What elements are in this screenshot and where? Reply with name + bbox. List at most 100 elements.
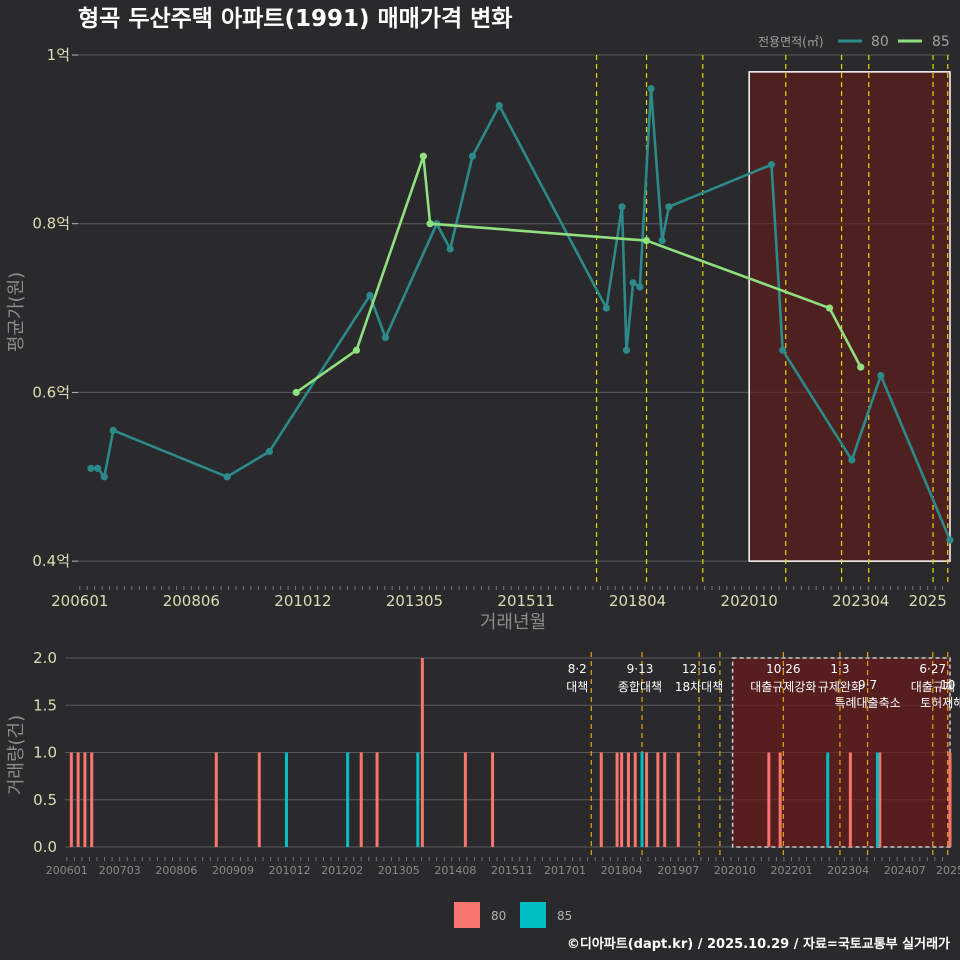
x-tick-label: 202304 xyxy=(827,864,869,877)
policy-label: 특례대출축소 xyxy=(834,696,900,710)
y-tick-label: 0.6억 xyxy=(32,383,70,401)
x-tick-label: 201012 xyxy=(274,592,331,610)
bar-85 xyxy=(284,752,288,847)
data-point-80 xyxy=(366,291,374,300)
data-point-80 xyxy=(94,464,102,472)
bar-80 xyxy=(948,752,952,847)
y-tick-label: 0.0 xyxy=(33,838,57,856)
x-tick-label: 202304 xyxy=(832,592,889,610)
policy-label: 대출규제강화 xyxy=(750,680,816,694)
x-tick-label: 201202 xyxy=(321,864,363,877)
x-tick-label: 2025 xyxy=(909,592,947,610)
data-point-80 xyxy=(946,536,954,544)
bar-80 xyxy=(615,752,619,847)
data-point-80 xyxy=(779,346,787,354)
bar-80 xyxy=(420,658,424,847)
highlight-region xyxy=(748,71,951,562)
bar-85 xyxy=(876,752,880,847)
volume-bar-chart: 0.0 0.5 1.0 1.5 2.0 200601 200703 200806 200909 2… xyxy=(33,649,960,877)
data-point-80 xyxy=(665,203,673,211)
legend-label-80: 80 xyxy=(871,34,889,50)
legend-bar-key-85 xyxy=(520,902,546,928)
bar-80 xyxy=(375,752,379,847)
x-tick-label: 200601 xyxy=(46,864,88,877)
data-point-85 xyxy=(642,236,651,245)
data-point-85 xyxy=(426,220,434,228)
bottom-y-axis-title: 거래량(건) xyxy=(6,715,27,795)
x-tick-label: 201408 xyxy=(434,864,476,877)
x-tick-label: 2025 xyxy=(936,864,960,877)
policy-label: 종합대책 xyxy=(618,679,662,694)
data-point-85 xyxy=(292,388,300,397)
bar-80 xyxy=(76,752,80,847)
x-tick-label: 201701 xyxy=(544,864,586,877)
data-point-80 xyxy=(495,102,503,110)
price-line-chart: 0.4억 0.6억 0.8억 1억 200601 200806 201012 201305 20… xyxy=(32,46,954,610)
y-tick-label: 2.0 xyxy=(33,649,57,667)
data-point-80 xyxy=(468,152,477,160)
x-tick-label: 201804 xyxy=(609,592,666,610)
chart-title: 형곡 두산주택 아파트(1991) 매매가격 변화 xyxy=(78,6,512,32)
x-tick-label: 200909 xyxy=(212,864,254,877)
data-point-80 xyxy=(109,426,117,434)
policy-date: 10 xyxy=(940,678,955,692)
x-tick-label: 200703 xyxy=(99,864,141,877)
x-tick-label: 201012 xyxy=(269,864,311,877)
data-point-80 xyxy=(446,245,454,253)
bar-80 xyxy=(90,752,94,847)
policy-date: 12·16 xyxy=(682,662,716,676)
legend-bar-label-80: 80 xyxy=(491,909,506,923)
data-point-80 xyxy=(87,464,95,472)
bar-85 xyxy=(346,752,350,847)
legend-label-85: 85 xyxy=(932,34,950,50)
data-point-80 xyxy=(622,346,631,354)
data-point-85 xyxy=(857,363,865,371)
bar-80 xyxy=(463,752,467,847)
legend-bottom: 80 85 xyxy=(454,902,572,928)
x-tick-label: 201305 xyxy=(386,592,443,610)
bar-85 xyxy=(640,752,644,847)
policy-date: 9·7 xyxy=(858,678,877,692)
data-point-80 xyxy=(629,279,637,287)
bar-80 xyxy=(878,752,882,847)
data-point-85 xyxy=(419,152,428,160)
x-tick-label: 200806 xyxy=(155,864,197,877)
top-y-axis-title: 평균가(원) xyxy=(6,272,27,352)
x-tick-label: 200601 xyxy=(51,592,108,610)
x-tick-label: 201511 xyxy=(497,592,554,610)
y-tick-label: 0.8억 xyxy=(32,215,70,233)
bar-80 xyxy=(656,752,660,847)
data-point-80 xyxy=(223,473,231,481)
data-point-85 xyxy=(825,304,834,312)
x-tick-label: 201511 xyxy=(491,864,533,877)
bar-80 xyxy=(645,752,649,847)
data-point-80 xyxy=(767,161,776,169)
bar-80 xyxy=(633,752,637,847)
x-tick-label: 201907 xyxy=(657,864,699,877)
bar-80 xyxy=(491,752,495,847)
bar-85 xyxy=(416,752,420,847)
bar-80 xyxy=(767,752,771,847)
source-caption: ©디아파트(dapt.kr) / 2025.10.29 / 자료=국토교통부 실… xyxy=(567,936,950,952)
x-tick-label: 202010 xyxy=(721,592,778,610)
legend-title: 전용면적(㎡) xyxy=(758,35,824,49)
data-point-80 xyxy=(647,85,655,93)
y-tick-label: 0.5 xyxy=(33,791,57,809)
policy-date: 1·3 xyxy=(830,662,849,676)
policy-date: 6·27 xyxy=(919,662,946,676)
policy-date: 9·13 xyxy=(627,662,654,676)
x-tick-label: 201804 xyxy=(601,864,643,877)
policy-label: 토허제해제 xyxy=(920,696,960,710)
x-tick-label: 202201 xyxy=(770,864,812,877)
bar-80 xyxy=(663,752,667,847)
bar-80 xyxy=(620,752,624,847)
data-point-80 xyxy=(381,333,390,342)
y-tick-label: 1.0 xyxy=(33,744,57,762)
bar-85 xyxy=(826,752,830,847)
x-tick-label: 200806 xyxy=(163,592,220,610)
x-tick-label: 202407 xyxy=(884,864,926,877)
data-point-80 xyxy=(618,203,626,211)
policy-label: 18차대책 xyxy=(675,679,723,694)
data-point-85 xyxy=(352,346,361,354)
legend-bar-label-85: 85 xyxy=(557,909,572,923)
